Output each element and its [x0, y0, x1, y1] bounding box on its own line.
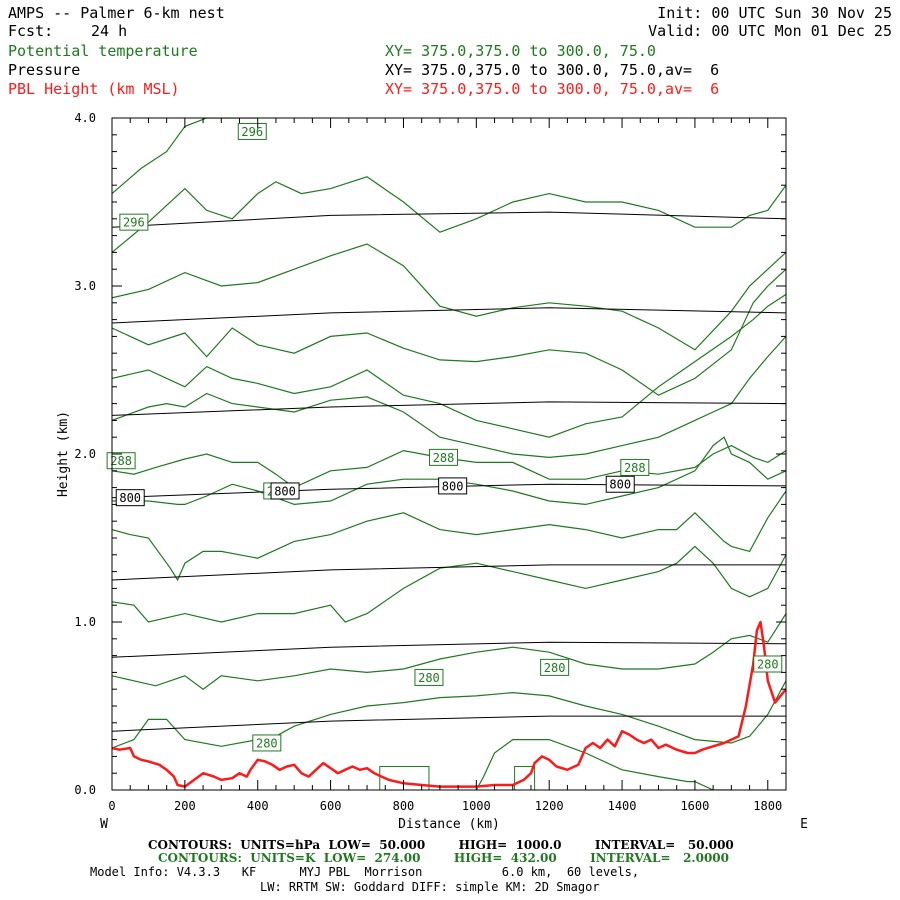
theta-label-0: 296: [237, 122, 267, 140]
y-axis-label: Height (km): [56, 411, 71, 497]
theta-label-1: 296: [119, 213, 149, 231]
theta-contour-11: [112, 680, 786, 749]
west-label: W: [100, 817, 108, 832]
svg-text:288: 288: [110, 454, 132, 468]
theta-contour-8: [112, 490, 786, 582]
theta-label-9: 280: [252, 734, 282, 752]
x-tick-label: 1400: [608, 799, 637, 813]
svg-text:296: 296: [123, 216, 145, 230]
chart-title: AMPS -- Palmer 6-km nest: [8, 4, 225, 22]
xy-theta: XY= 375.0,375.0 to 300.0, 75.0: [385, 42, 656, 60]
field-pbl-label: PBL Height (km MSL): [8, 80, 180, 98]
theta-contour-10: [112, 613, 786, 690]
y-tick-label: 2.0: [74, 447, 96, 461]
pressure-contour-0: [111, 211, 787, 228]
theta-contour-12: [475, 738, 732, 790]
axes: 0.0 1.0 2.0 3.0 4.0 0 200 400 600 800 1000 1200 1400…: [56, 111, 808, 832]
x-axis-label: Distance (km): [398, 817, 500, 832]
svg-text:288: 288: [433, 451, 455, 465]
x-tick-label: 0: [108, 799, 115, 813]
east-label: E: [800, 817, 808, 832]
svg-text:280: 280: [418, 671, 440, 685]
theta-contours: [112, 118, 786, 790]
pressure-contour-6: [111, 715, 786, 732]
x-tick-label: 1600: [680, 799, 709, 813]
theta-contour-3: [112, 268, 786, 396]
pressure-contour-2: [111, 401, 787, 416]
footer-pressure-contours: CONTOURS: UNITS=hPa LOW= 50.000 HIGH= 10…: [148, 838, 734, 852]
x-tick-label: 600: [320, 799, 342, 813]
pressure-label-3: 800: [605, 475, 635, 493]
footer-theta-contours: CONTOURS: UNITS=K LOW= 274.00 HIGH= 432.…: [158, 851, 729, 865]
theta-contour-1: [112, 176, 786, 253]
field-pressure-label: Pressure: [8, 61, 81, 79]
init-time: Init: 00 UTC Sun 30 Nov 25: [657, 4, 892, 22]
theta-contour-4: [112, 293, 786, 438]
svg-text:800: 800: [442, 479, 464, 493]
svg-text:280: 280: [256, 736, 278, 750]
theta-contour-0: [112, 118, 258, 195]
field-theta-label: Potential temperature: [8, 42, 198, 60]
svg-text:800: 800: [609, 478, 631, 492]
svg-text:296: 296: [241, 125, 263, 139]
pressure-contour-1: [111, 307, 787, 324]
x-tick-label: 400: [247, 799, 269, 813]
theta-label-2: 288: [106, 452, 136, 470]
theta-label-4: 288: [429, 448, 459, 466]
svg-text:280: 280: [544, 661, 566, 675]
pressure-contour-5: [111, 641, 787, 658]
valid-time: Valid: 00 UTC Mon 01 Dec 25: [648, 22, 892, 40]
forecast-label: Fcst:: [8, 22, 54, 40]
pressure-label-2: 800: [438, 477, 468, 495]
theta-contour-9: [112, 545, 786, 623]
y-tick-label: 0.0: [74, 783, 96, 797]
forecast-value: 24 h: [91, 22, 128, 40]
y-tick-label: 4.0: [74, 111, 96, 125]
pressure-contours: [111, 211, 787, 732]
y-tick-label: 1.0: [74, 615, 96, 629]
x-tick-label: 800: [393, 799, 415, 813]
theta-label-6: 280: [540, 658, 570, 676]
theta-contour-7: [112, 436, 786, 506]
contour-labels: 2962962882882882882802802802808008008008…: [106, 122, 783, 752]
x-tick-label: 200: [174, 799, 196, 813]
footer-physics-info: LW: RRTM SW: Goddard DIFF: simple KM: 2D…: [260, 880, 600, 894]
svg-text:280: 280: [757, 658, 779, 672]
theta-label-7: 280: [414, 668, 444, 686]
theta-contour-2: [112, 243, 786, 351]
x-tick-label: 1000: [462, 799, 491, 813]
xy-pbl: XY= 375.0,375.0 to 300.0, 75.0,av= 6: [385, 80, 720, 98]
footer-model-info: Model Info: V4.3.3 KF MYJ PBL Morrison 6…: [90, 865, 640, 879]
x-tick-label: 1200: [535, 799, 564, 813]
theta-label-5: 288: [620, 458, 650, 476]
xy-pressure: XY= 375.0,375.0 to 300.0, 75.0,av= 6: [385, 61, 720, 79]
theta-contour-5: [112, 335, 786, 459]
pressure-contour-4: [111, 564, 786, 581]
theta-label-8: 280: [753, 655, 783, 673]
pressure-label-1: 800: [270, 482, 300, 500]
x-tick-label: 1800: [753, 799, 782, 813]
pbl-height-line: [111, 620, 787, 788]
svg-text:800: 800: [119, 491, 141, 505]
svg-text:800: 800: [274, 484, 296, 498]
pressure-label-0: 800: [115, 489, 145, 507]
y-tick-label: 3.0: [74, 279, 96, 293]
svg-text:288: 288: [624, 461, 646, 475]
pbl-line: [111, 620, 787, 788]
